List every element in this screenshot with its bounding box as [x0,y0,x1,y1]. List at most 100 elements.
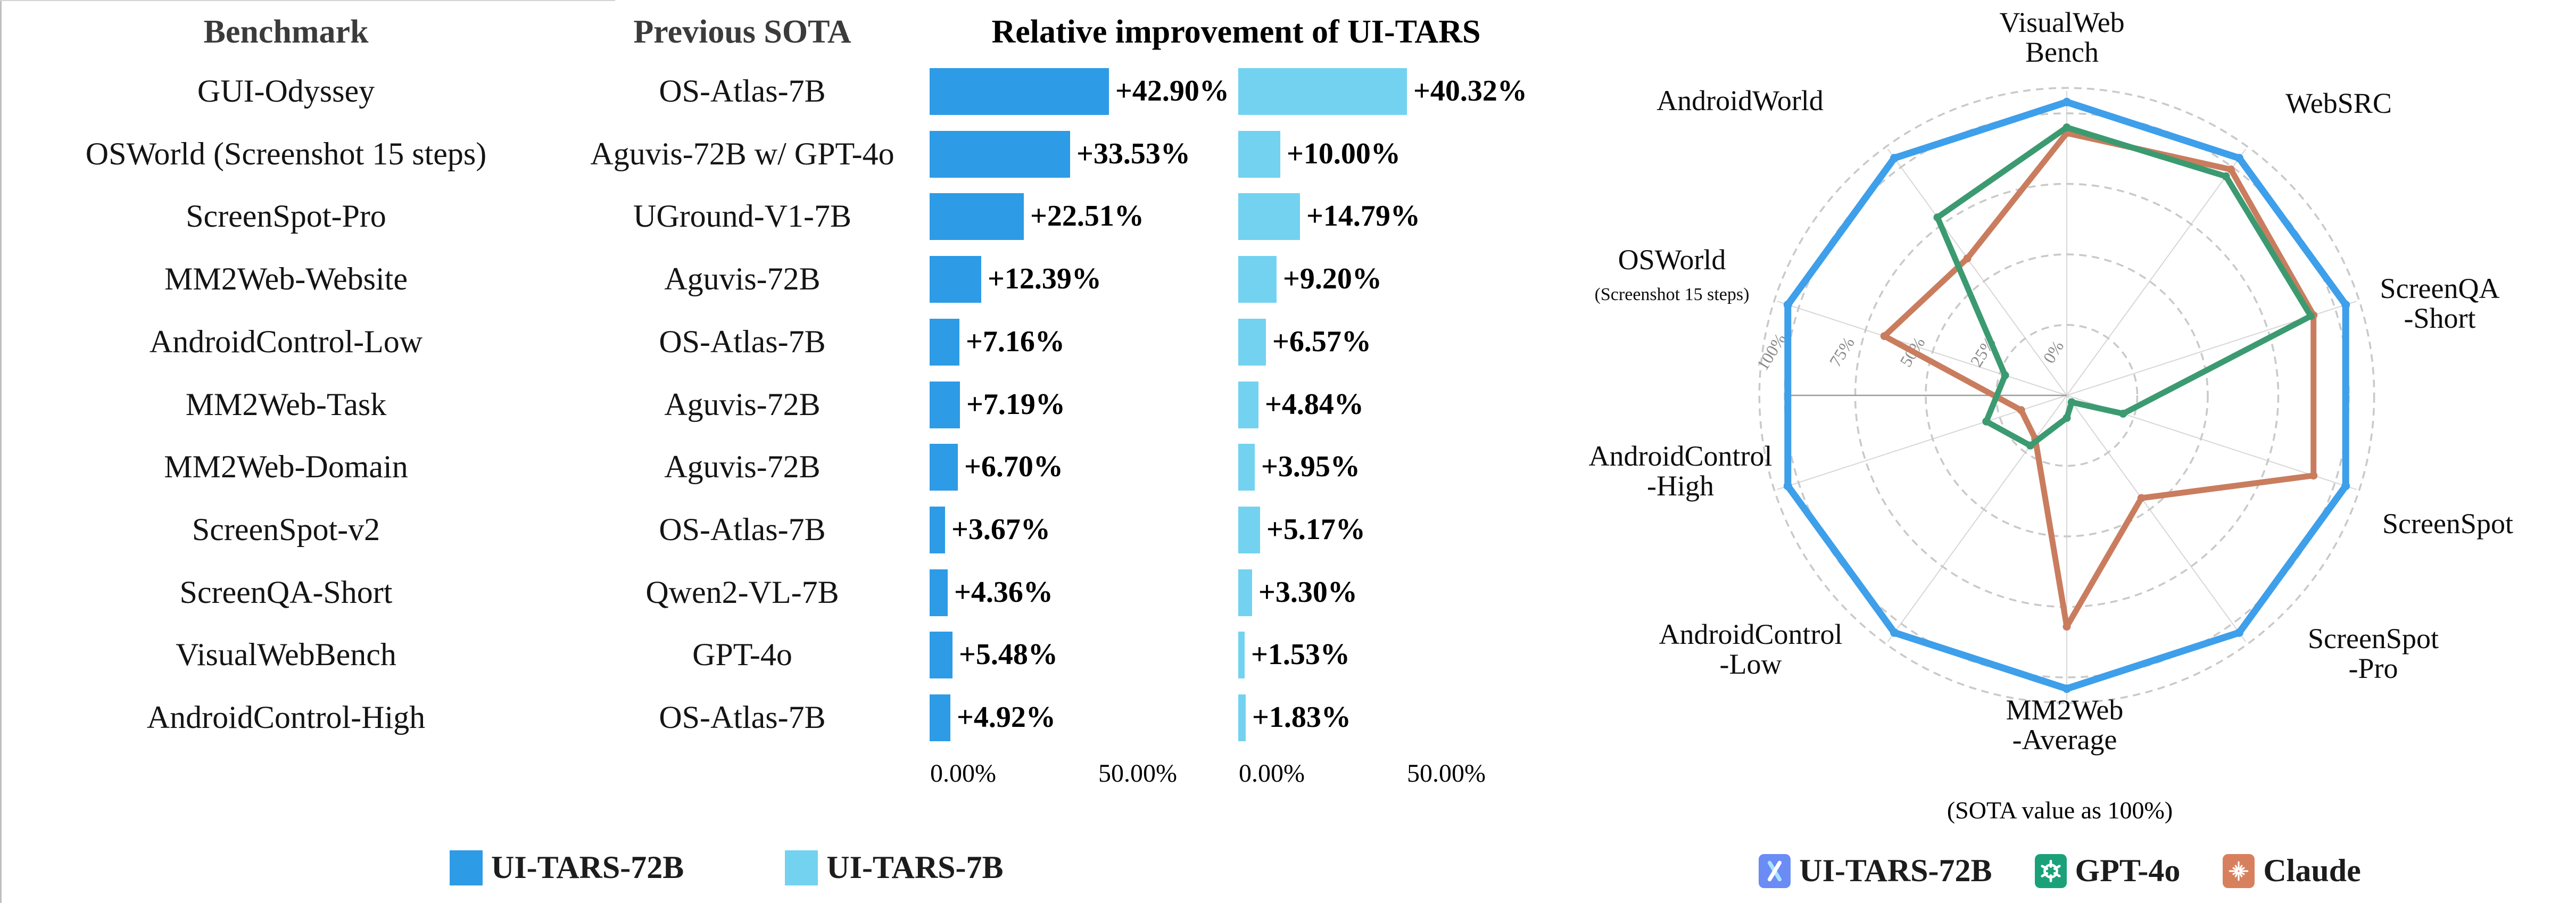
radar-gridline [1758,87,2375,704]
panel-border [0,799,2,903]
radar-series-point [2063,123,2071,131]
radar-series-point [1890,628,1899,637]
radar-axis-label-AndroidControl-Low: AndroidControl -Low [1659,618,1843,680]
radar-series-point [2235,628,2243,637]
bar-uitars7b [1238,256,1277,303]
bar-uitars7b [1238,381,1258,428]
radar-series-point [2063,623,2071,631]
row-previous-sota: Aguvis-72B [664,386,821,422]
bar-uitars72b [930,506,945,553]
bar-label-uitars7b: +3.95% [1261,450,1360,484]
radar-series-point [1880,332,1888,341]
uitars7b-swatch [785,850,818,885]
row-benchmark: OSWorld (Screenshot 15 steps) [85,136,487,171]
radar-series-point [2063,413,2071,422]
bar-label-uitars72b: +4.92% [957,701,1056,734]
bar-uitars72b [930,569,948,616]
axis-tick-label: 0.00% [1239,759,1305,788]
axis-tick-label: 0.00% [930,759,996,788]
row-previous-sota: UGround-V1-7B [633,198,851,234]
bar-uitars7b [1238,694,1246,741]
row-benchmark: ScreenQA-Short [179,574,393,610]
column-header-benchmark: Benchmark [203,14,369,50]
row-previous-sota: Qwen2-VL-7B [645,574,839,610]
radar-axis-label-AndroidControl-High: AndroidControl -High [1589,440,1772,502]
bar-label-uitars7b: +5.17% [1266,512,1365,546]
row-benchmark: GUI-Odyssey [197,73,375,109]
row-benchmark: ScreenSpot-Pro [186,198,386,234]
bar-label-uitars7b: +1.83% [1252,701,1351,734]
radar-caption: (SOTA value as 100%) [1947,797,2173,824]
bar-uitars72b [930,193,1024,241]
radar-series-point [2341,482,2350,491]
radar-tick-label: 100% [1753,330,1790,374]
radar-series-point [2063,97,2071,106]
improvement-header-top-border [0,0,615,1]
column-header-previous-sota: Previous SOTA [633,14,851,50]
radar-legend: UI-TARS-72B GPT-4o Claude [1544,852,2576,889]
radar-spoke [1777,301,2067,396]
bar-label-uitars72b: +12.39% [988,262,1101,296]
radar-tick-label: 0% [2039,337,2067,367]
radar-series-point [1783,482,1792,491]
radar-axis-label-ScreenSpot: ScreenSpot [2382,508,2513,540]
radar-series-point [2017,406,2025,415]
bar-uitars7b [1238,444,1255,491]
row-benchmark: VisualWebBench [176,637,396,673]
radar-legend-item-claude: Claude [2223,852,2361,889]
benchmark-table: GUI-Odyssey OS-Atlas-7B +42.90% +40.32% OSWo… [0,0,1527,903]
openai-logo-icon [2034,854,2067,888]
bar-label-uitars7b: +9.20% [1283,262,1382,296]
row-previous-sota: OS-Atlas-7B [659,511,826,547]
bar-label-uitars72b: +33.53% [1076,137,1190,170]
row-benchmark: MM2Web-Domain [164,449,408,485]
bar-label-uitars72b: +4.36% [954,575,1053,609]
radar-legend-item-gpt4o: GPT-4o [2034,852,2180,889]
row-benchmark: AndroidControl-Low [149,324,423,359]
radar-series-point [2222,172,2230,180]
bar-uitars72b [930,318,959,366]
bar-legend-item-uitars72b: UI-TARS-72B [450,849,684,886]
bar-uitars72b [930,632,952,679]
radar-chart: 0%25%50%75%100%VisualWeb BenchWebSRCScree… [1589,6,2513,756]
radar-series-point [1963,254,1972,263]
row-benchmark: MM2Web-Website [164,261,408,297]
bar-uitars72b [930,68,1109,115]
radar-series-point [2119,409,2127,418]
uitars-logo-icon [1759,854,1791,888]
bar-legend-label: UI-TARS-72B [491,850,684,885]
bar-label-uitars7b: +4.84% [1265,387,1364,421]
uitars72b-swatch [450,850,483,885]
bar-label-uitars72b: +6.70% [964,450,1063,484]
axis-tick-label: 50.00% [1407,759,1486,788]
panel-border [0,1,2,799]
row-previous-sota: Aguvis-72B [664,261,821,297]
column-header-improvement: Relative improvement of UI-TARS [991,14,1481,50]
radar-series-point [2309,471,2318,480]
bar-uitars72b [930,694,950,741]
bar-label-uitars7b: +14.79% [1306,200,1420,233]
bar-uitars72b [930,256,981,303]
bar-label-uitars7b: +10.00% [1287,137,1401,170]
bar-uitars72b [930,381,960,428]
bar-uitars7b [1238,506,1260,553]
bar-legend-item-uitars7b: UI-TARS-7B [785,849,1004,886]
radar-legend-label: UI-TARS-72B [1799,853,1992,888]
radar-series-point [2001,371,2009,379]
radar-series-point [2026,441,2034,450]
bar-label-uitars72b: +3.67% [951,512,1050,546]
radar-axis-label-WebSRC: WebSRC [2285,87,2392,119]
bar-label-uitars72b: +22.51% [1030,200,1144,233]
radar-series-point [2307,312,2315,320]
radar-axis-label-ScreenSpot-Pro: ScreenSpot -Pro [2308,623,2439,684]
radar-series-point [1890,154,1899,163]
radar-axis-label-ScreenQA-Short: ScreenQA -Short [2380,272,2500,334]
radar-axis-label-OSWorld (Screenshot 15 steps): OSWorld (Screenshot 15 steps) [1595,244,1750,304]
radar-series-point [1933,213,1942,222]
bar-uitars7b [1238,318,1266,366]
radar-tick-label: 75% [1825,334,1858,370]
row-benchmark: AndroidControl-High [146,700,426,735]
row-benchmark: ScreenSpot-v2 [192,511,380,547]
radar-legend-item-uitars72b: UI-TARS-72B [1759,852,1992,889]
